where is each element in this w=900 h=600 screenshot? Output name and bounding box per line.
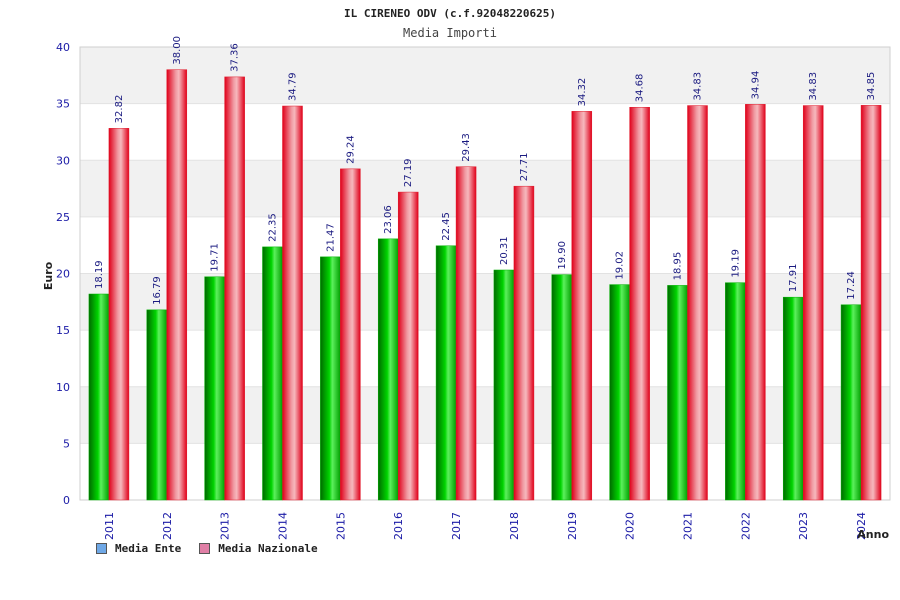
data-label-media-ente: 19.19 [730, 249, 741, 278]
data-label-media-nazionale: 34.94 [750, 71, 761, 100]
y-tick-label: 15 [56, 324, 70, 337]
data-label-media-nazionale: 34.32 [577, 78, 588, 107]
x-tick-label: 2019 [566, 512, 579, 540]
data-label-media-nazionale: 34.83 [693, 72, 704, 101]
data-label-media-nazionale: 27.71 [519, 153, 530, 182]
data-label-media-ente: 16.79 [152, 276, 163, 305]
x-axis-label: Anno [857, 528, 889, 541]
y-tick-label: 30 [56, 154, 70, 167]
bar-media-nazionale [108, 128, 130, 501]
data-label-media-ente: 19.02 [615, 251, 626, 280]
x-tick-label: 2018 [508, 512, 521, 540]
grid-band [80, 47, 890, 104]
legend-swatch-media-nazionale [199, 543, 211, 554]
bar-media-nazionale [282, 105, 303, 501]
chart-subtitle: Media Importi [403, 26, 497, 40]
y-tick-label: 35 [56, 98, 70, 111]
grid-band [80, 386, 890, 444]
data-label-media-ente: 18.95 [673, 252, 684, 281]
x-tick-label: 2016 [392, 512, 405, 540]
bar-media-ente [667, 285, 688, 501]
x-tick-label: 2023 [797, 512, 810, 540]
data-label-media-ente: 22.35 [268, 213, 279, 242]
data-label-media-nazionale: 38.00 [172, 36, 183, 65]
bar-media-ente [782, 296, 804, 501]
bar-media-ente [493, 269, 515, 501]
bar-media-nazionale [455, 166, 477, 501]
legend-item-media-ente: Media Ente [96, 542, 181, 555]
bar-media-ente [435, 245, 457, 501]
bar-media-ente [840, 304, 862, 501]
x-tick-label: 2020 [624, 512, 637, 540]
data-label-media-nazionale: 34.68 [635, 74, 646, 103]
bar-media-ente [551, 274, 573, 501]
bar-media-nazionale [340, 168, 361, 501]
data-label-media-ente: 19.90 [557, 241, 568, 270]
data-label-media-nazionale: 29.43 [461, 133, 472, 162]
bar-media-ente [146, 309, 168, 501]
data-label-media-ente: 17.24 [846, 271, 857, 300]
bar-media-ente [377, 238, 399, 501]
y-tick-label: 5 [63, 437, 70, 450]
x-tick-label: 2011 [103, 512, 116, 540]
bar-media-ente [320, 256, 341, 501]
legend-swatch-media-ente [96, 543, 107, 554]
bar-media-nazionale [860, 105, 882, 501]
data-label-media-ente: 19.71 [210, 243, 221, 272]
data-label-media-ente: 17.91 [788, 264, 799, 293]
legend: Media Ente Media Nazionale [96, 542, 318, 555]
legend-item-media-nazionale: Media Nazionale [199, 542, 318, 555]
bar-media-nazionale [513, 185, 535, 501]
bar-media-nazionale [571, 111, 593, 501]
x-tick-label: 2012 [161, 512, 174, 540]
bar-media-nazionale [397, 191, 419, 501]
data-label-media-ente: 21.47 [325, 223, 336, 252]
data-label-media-nazionale: 29.24 [345, 135, 356, 164]
bar-media-ente [725, 282, 746, 501]
legend-label-media-ente: Media Ente [115, 542, 182, 555]
data-label-media-nazionale: 34.83 [808, 72, 819, 101]
data-label-media-ente: 22.45 [441, 212, 452, 241]
x-tick-label: 2024 [855, 512, 868, 540]
x-tick-label: 2022 [739, 512, 752, 540]
bar-media-nazionale [802, 105, 824, 501]
plot-border [79, 46, 891, 501]
y-tick-label: 10 [56, 381, 70, 394]
grid-band [80, 273, 890, 331]
bar-media-nazionale [629, 106, 650, 501]
x-tick-label: 2014 [277, 512, 290, 540]
y-axis-label: Euro [42, 261, 55, 290]
plot-area: 0 5 10 15 20 25 30 35 40 18.19 32.82 2011 16.79 38.00… [56, 36, 891, 540]
data-label-media-ente: 20.31 [499, 236, 510, 265]
legend-label-media-nazionale: Media Nazionale [218, 542, 318, 555]
bar-media-ente [262, 246, 283, 501]
grid-band [80, 160, 890, 217]
data-label-media-nazionale: 34.79 [288, 72, 299, 101]
bar-media-nazionale [745, 104, 766, 501]
x-tick-label: 2021 [682, 512, 695, 540]
chart-title: IL CIRENEO ODV (c.f.92048220625) [344, 7, 556, 20]
data-label-media-ente: 18.19 [94, 260, 105, 289]
bar-media-nazionale [224, 76, 245, 501]
data-label-media-nazionale: 34.85 [866, 72, 877, 101]
y-tick-label: 25 [56, 211, 70, 224]
bar-media-ente [204, 276, 225, 501]
y-tick-label: 0 [63, 494, 70, 507]
bar-media-nazionale [166, 69, 188, 501]
bar-media-ente [609, 284, 630, 501]
data-label-media-nazionale: 32.82 [114, 95, 125, 124]
data-label-media-ente: 23.06 [383, 205, 394, 234]
data-label-media-nazionale: 27.19 [403, 158, 414, 187]
y-tick-label: 20 [56, 268, 70, 281]
bar-media-nazionale [687, 105, 708, 501]
bar-media-ente [88, 293, 110, 501]
x-tick-label: 2013 [219, 512, 232, 540]
x-tick-label: 2017 [450, 512, 463, 540]
x-tick-label: 2015 [334, 512, 347, 540]
y-tick-label: 40 [56, 41, 70, 54]
data-label-media-nazionale: 37.36 [230, 43, 241, 72]
